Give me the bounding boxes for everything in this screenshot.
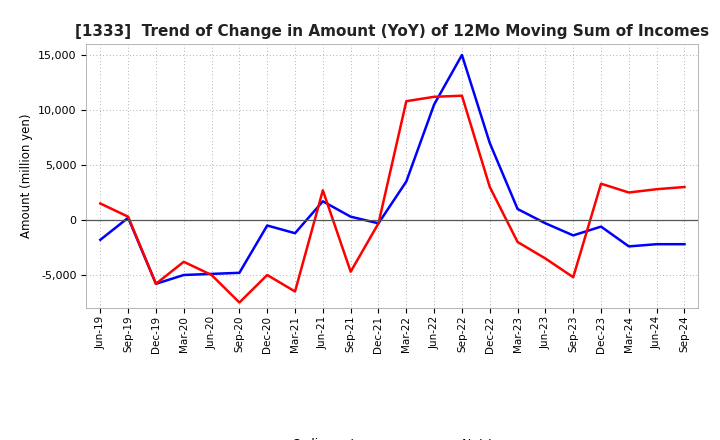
- Ordinary Income: [402, 179, 410, 184]
- Net Income: [235, 300, 243, 305]
- Ordinary Income: [680, 242, 689, 247]
- Ordinary Income: [374, 221, 383, 226]
- Net Income: [318, 187, 327, 193]
- Net Income: [346, 269, 355, 275]
- Ordinary Income: [152, 281, 161, 286]
- Net Income: [569, 275, 577, 280]
- Line: Net Income: Net Income: [100, 96, 685, 303]
- Net Income: [680, 184, 689, 190]
- Line: Ordinary Income: Ordinary Income: [100, 55, 685, 284]
- Ordinary Income: [569, 233, 577, 238]
- Net Income: [541, 256, 550, 261]
- Title: [1333]  Trend of Change in Amount (YoY) of 12Mo Moving Sum of Incomes: [1333] Trend of Change in Amount (YoY) o…: [76, 24, 709, 39]
- Ordinary Income: [624, 244, 633, 249]
- Ordinary Income: [179, 272, 188, 278]
- Ordinary Income: [96, 237, 104, 242]
- Net Income: [485, 184, 494, 190]
- Net Income: [624, 190, 633, 195]
- Ordinary Income: [652, 242, 661, 247]
- Net Income: [263, 272, 271, 278]
- Legend: Ordinary Income, Net Income: Ordinary Income, Net Income: [246, 433, 539, 440]
- Ordinary Income: [485, 140, 494, 146]
- Net Income: [124, 214, 132, 220]
- Net Income: [402, 99, 410, 104]
- Net Income: [96, 201, 104, 206]
- Ordinary Income: [513, 206, 522, 212]
- Net Income: [207, 272, 216, 278]
- Ordinary Income: [207, 271, 216, 277]
- Ordinary Income: [541, 221, 550, 226]
- Ordinary Income: [346, 214, 355, 220]
- Net Income: [652, 187, 661, 192]
- Ordinary Income: [430, 102, 438, 107]
- Ordinary Income: [291, 231, 300, 236]
- Net Income: [179, 259, 188, 264]
- Net Income: [597, 181, 606, 187]
- Ordinary Income: [124, 215, 132, 220]
- Net Income: [430, 94, 438, 99]
- Y-axis label: Amount (million yen): Amount (million yen): [19, 114, 32, 238]
- Net Income: [152, 281, 161, 286]
- Net Income: [458, 93, 467, 99]
- Ordinary Income: [263, 223, 271, 228]
- Ordinary Income: [458, 52, 467, 58]
- Ordinary Income: [235, 270, 243, 275]
- Ordinary Income: [318, 199, 327, 204]
- Net Income: [513, 239, 522, 245]
- Ordinary Income: [597, 224, 606, 229]
- Net Income: [291, 289, 300, 294]
- Net Income: [374, 221, 383, 226]
